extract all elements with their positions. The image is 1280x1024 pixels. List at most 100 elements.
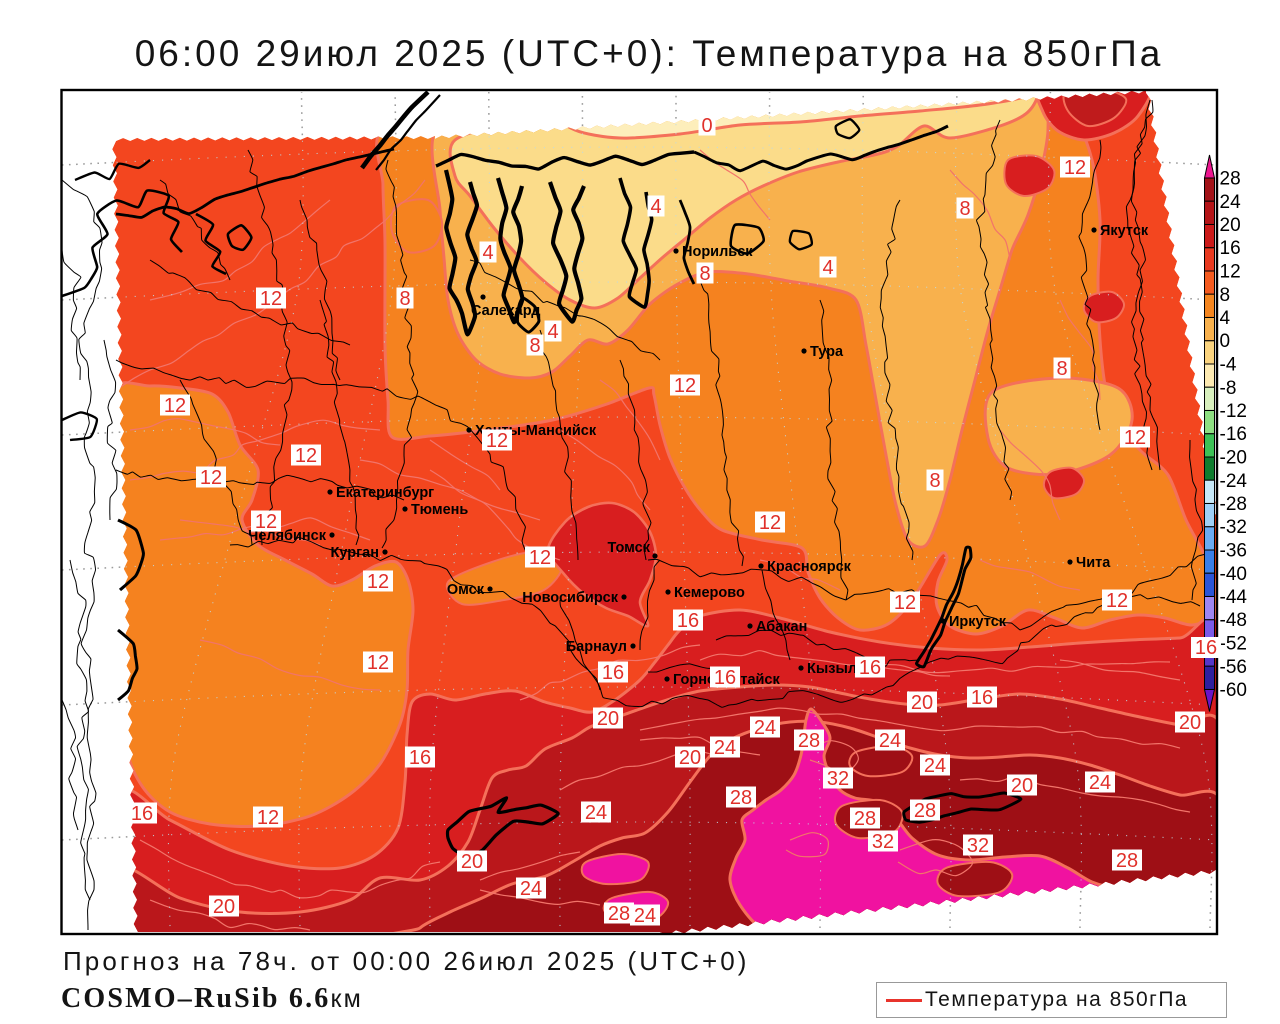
svg-text:24: 24 (754, 717, 776, 739)
svg-text:16: 16 (602, 662, 624, 684)
svg-text:4: 4 (547, 321, 558, 343)
svg-text:Тура: Тура (810, 344, 844, 360)
svg-text:16: 16 (131, 803, 153, 825)
svg-text:-52: -52 (1220, 634, 1247, 655)
svg-text:4: 4 (1220, 308, 1231, 329)
svg-text:16: 16 (859, 657, 881, 679)
svg-text:Курган: Курган (331, 545, 379, 561)
svg-text:28: 28 (798, 730, 820, 752)
svg-text:Норильск: Норильск (682, 244, 753, 260)
svg-text:-56: -56 (1220, 657, 1247, 678)
svg-text:20: 20 (1179, 712, 1201, 734)
svg-text:20: 20 (1011, 775, 1033, 797)
svg-text:Омск: Омск (447, 582, 485, 598)
svg-text:12: 12 (529, 547, 551, 569)
svg-text:28: 28 (1220, 169, 1241, 190)
svg-text:8: 8 (399, 288, 410, 310)
svg-text:8: 8 (529, 335, 540, 357)
svg-text:8: 8 (959, 198, 970, 220)
svg-text:-40: -40 (1220, 564, 1247, 585)
svg-text:8: 8 (1056, 358, 1067, 380)
svg-text:Кемерово: Кемерово (674, 585, 745, 601)
svg-text:16: 16 (1195, 637, 1217, 659)
svg-text:16: 16 (677, 610, 699, 632)
svg-text:28: 28 (914, 800, 936, 822)
svg-text:12: 12 (759, 512, 781, 534)
svg-text:24: 24 (520, 878, 542, 900)
svg-text:24: 24 (634, 905, 656, 927)
svg-text:Екатеринбург: Екатеринбург (336, 485, 434, 501)
svg-text:Якутск: Якутск (1100, 223, 1149, 239)
svg-text:20: 20 (679, 747, 701, 769)
svg-text:12: 12 (1220, 262, 1241, 283)
svg-text:-16: -16 (1220, 424, 1247, 445)
svg-text:24: 24 (714, 737, 736, 759)
svg-text:Иркутск: Иркутск (949, 614, 1007, 630)
svg-text:12: 12 (894, 592, 916, 614)
svg-text:-28: -28 (1220, 494, 1247, 515)
svg-text:Новосибирск: Новосибирск (522, 590, 618, 606)
svg-text:-60: -60 (1220, 680, 1247, 701)
svg-text:8: 8 (929, 470, 940, 492)
svg-text:Томск: Томск (608, 540, 651, 556)
svg-text:4: 4 (650, 196, 661, 218)
svg-text:24: 24 (879, 730, 901, 752)
svg-text:12: 12 (1106, 590, 1128, 612)
svg-text:Тюмень: Тюмень (411, 502, 468, 518)
svg-text:12: 12 (367, 652, 389, 674)
svg-text:12: 12 (295, 445, 317, 467)
svg-text:-48: -48 (1220, 610, 1247, 631)
svg-text:32: 32 (967, 835, 989, 857)
svg-text:28: 28 (608, 903, 630, 925)
svg-text:4: 4 (822, 257, 833, 279)
svg-text:24: 24 (1220, 192, 1242, 213)
svg-text:-12: -12 (1220, 401, 1247, 422)
svg-text:28: 28 (730, 787, 752, 809)
svg-text:24: 24 (924, 755, 946, 777)
svg-text:Кызыл: Кызыл (807, 661, 857, 677)
svg-text:0: 0 (1220, 331, 1231, 352)
svg-text:Челябинск: Челябинск (248, 528, 327, 544)
svg-text:-24: -24 (1220, 471, 1248, 492)
svg-text:-4: -4 (1220, 355, 1237, 376)
svg-text:24: 24 (585, 802, 607, 824)
svg-text:20: 20 (461, 851, 483, 873)
svg-text:Барнаул: Барнаул (566, 639, 627, 655)
svg-text:Салехард: Салехард (471, 303, 540, 319)
svg-text:-44: -44 (1220, 587, 1248, 608)
svg-text:12: 12 (260, 288, 282, 310)
svg-text:-36: -36 (1220, 541, 1247, 562)
svg-text:-32: -32 (1220, 517, 1247, 538)
svg-text:12: 12 (674, 375, 696, 397)
svg-text:Абакан: Абакан (756, 619, 807, 635)
svg-text:-8: -8 (1220, 378, 1237, 399)
svg-text:12: 12 (164, 395, 186, 417)
svg-text:12: 12 (1124, 427, 1146, 449)
svg-text:32: 32 (827, 768, 849, 790)
svg-text:Красноярск: Красноярск (767, 559, 852, 575)
svg-text:12: 12 (367, 571, 389, 593)
svg-text:28: 28 (1116, 850, 1138, 872)
svg-text:16: 16 (409, 747, 431, 769)
svg-text:32: 32 (872, 831, 894, 853)
svg-text:20: 20 (597, 708, 619, 730)
svg-text:8: 8 (699, 263, 710, 285)
svg-text:20: 20 (1220, 215, 1241, 236)
svg-text:20: 20 (213, 896, 235, 918)
svg-text:20: 20 (911, 692, 933, 714)
svg-text:28: 28 (854, 808, 876, 830)
svg-text:12: 12 (1064, 157, 1086, 179)
svg-text:4: 4 (482, 242, 493, 264)
svg-text:12: 12 (486, 430, 508, 452)
svg-text:12: 12 (200, 467, 222, 489)
svg-text:16: 16 (1220, 238, 1241, 259)
svg-text:16: 16 (714, 667, 736, 689)
svg-text:8: 8 (1220, 285, 1231, 306)
svg-text:24: 24 (1089, 772, 1111, 794)
svg-text:-20: -20 (1220, 448, 1247, 469)
svg-text:16: 16 (971, 687, 993, 709)
svg-text:0: 0 (701, 115, 712, 137)
svg-text:12: 12 (257, 807, 279, 829)
svg-text:12: 12 (255, 511, 277, 533)
svg-text:Чита: Чита (1076, 555, 1111, 571)
